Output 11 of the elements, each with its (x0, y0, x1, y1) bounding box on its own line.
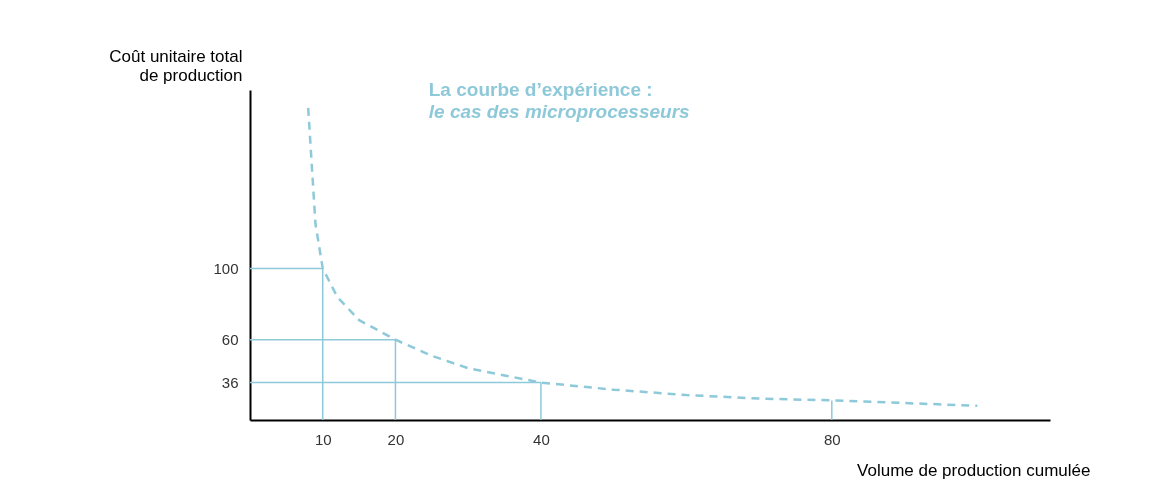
x-tick-label: 80 (823, 430, 841, 448)
y-axis-title: Coût unitaire total de production (109, 46, 243, 85)
x-tick-label: 20 (387, 430, 405, 448)
y-tick-label: 36 (221, 374, 239, 392)
x-tick-label: 10 (314, 430, 332, 448)
text: le cas des microprocesseurs (428, 101, 690, 122)
y-tick-label: 60 (221, 331, 239, 349)
x-axis-title: Volume de production cumulée (857, 460, 1091, 480)
x-tick-label: 40 (533, 430, 550, 448)
y-tick-label: 100 (213, 259, 239, 277)
chart-title: La courbe d’expérience : (428, 79, 653, 100)
